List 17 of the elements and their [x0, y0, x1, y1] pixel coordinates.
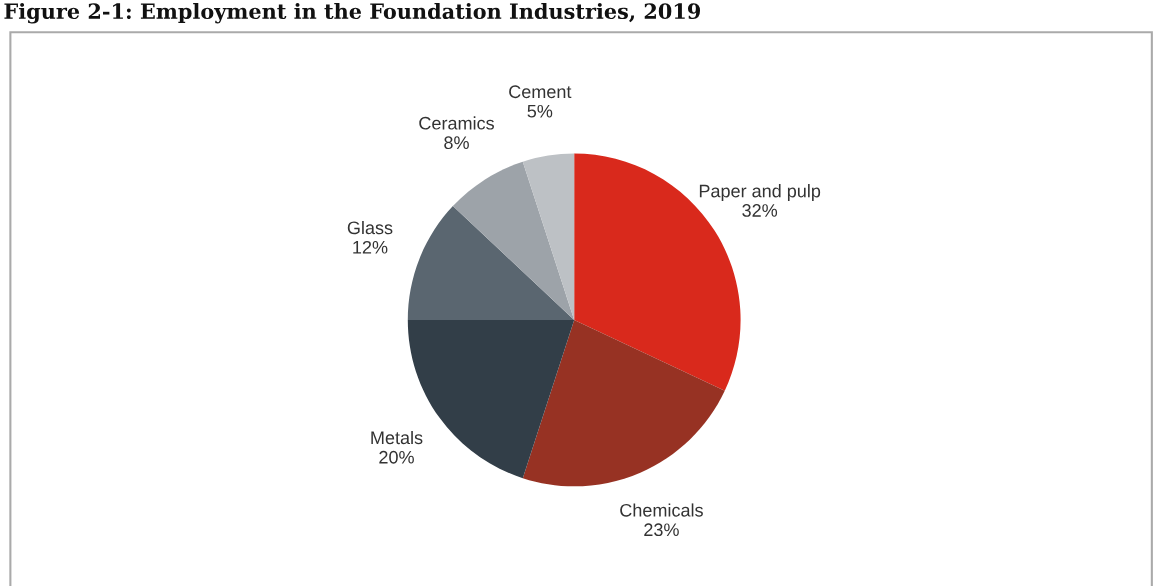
- slice-label: Ceramics: [419, 116, 494, 130]
- slice-label: Metals: [371, 430, 423, 445]
- pie-slice: [522, 319, 725, 487]
- slice-label: Cement: [509, 85, 572, 99]
- slice-label: Chemicals: [620, 503, 703, 517]
- chart-title: Figure 2-1: Employment in the Foundation Industries, 2019: [4, 2, 701, 24]
- data-label: 8%: [444, 136, 469, 150]
- data-label: 12%: [353, 240, 388, 254]
- slice-label: Glass: [347, 220, 393, 235]
- pie-slice: [407, 206, 575, 320]
- pie-slice: [452, 161, 575, 320]
- data-label: 32%: [742, 204, 778, 217]
- pie-slice: [522, 153, 575, 320]
- data-label: 20%: [379, 450, 414, 464]
- data-label: 5%: [527, 104, 553, 118]
- slice-label: Paper and pulp: [699, 184, 821, 201]
- data-label: 23%: [644, 523, 679, 537]
